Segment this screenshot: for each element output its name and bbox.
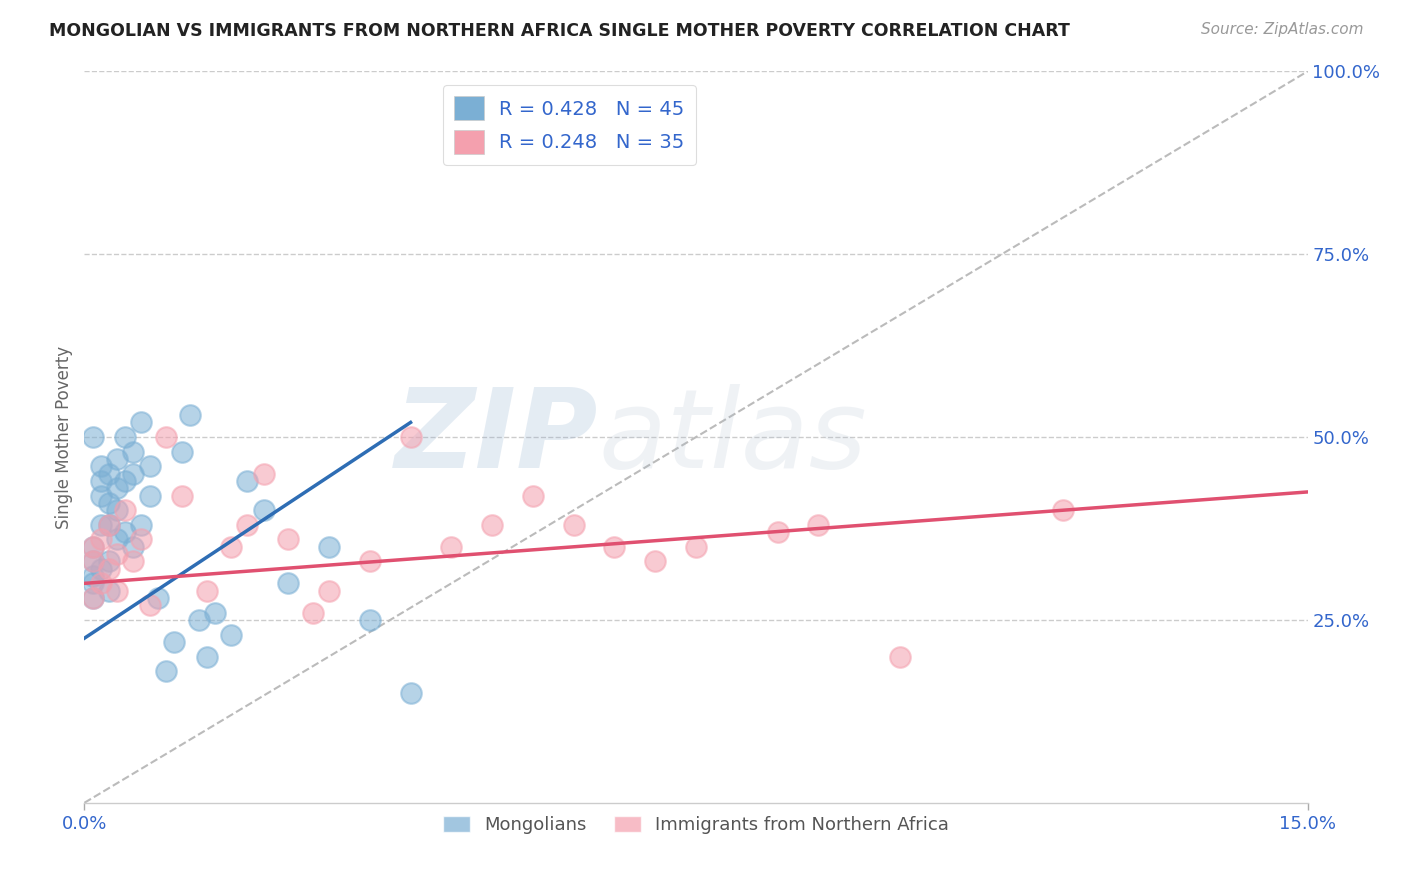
Point — [90, 533, 112, 547]
Point — [82, 430, 104, 444]
Point — [82, 576, 104, 591]
Point — [179, 408, 201, 422]
Point — [122, 554, 145, 568]
Point — [318, 540, 340, 554]
Point — [97, 496, 120, 510]
Point — [105, 547, 128, 561]
Point — [82, 554, 104, 568]
Point — [172, 444, 194, 458]
Text: atlas: atlas — [598, 384, 866, 491]
Point — [155, 664, 177, 678]
Point — [163, 635, 186, 649]
Point — [481, 517, 503, 532]
Point — [90, 576, 112, 591]
Point — [82, 540, 104, 554]
Point — [114, 474, 136, 488]
Point — [172, 489, 194, 503]
Point — [440, 540, 463, 554]
Point — [82, 554, 104, 568]
Point — [90, 489, 112, 503]
Point — [301, 606, 323, 620]
Point — [122, 467, 145, 481]
Text: ZIP: ZIP — [395, 384, 598, 491]
Point — [90, 459, 112, 474]
Point — [236, 517, 259, 532]
Point — [97, 583, 120, 598]
Point — [685, 540, 707, 554]
Point — [187, 613, 209, 627]
Point — [603, 540, 626, 554]
Point — [195, 649, 218, 664]
Point — [97, 517, 120, 532]
Point — [562, 517, 585, 532]
Point — [105, 452, 128, 467]
Legend: Mongolians, Immigrants from Northern Africa: Mongolians, Immigrants from Northern Afr… — [436, 809, 956, 841]
Point — [105, 503, 128, 517]
Text: MONGOLIAN VS IMMIGRANTS FROM NORTHERN AFRICA SINGLE MOTHER POVERTY CORRELATION C: MONGOLIAN VS IMMIGRANTS FROM NORTHERN AF… — [49, 22, 1070, 40]
Point — [522, 489, 544, 503]
Text: Source: ZipAtlas.com: Source: ZipAtlas.com — [1201, 22, 1364, 37]
Y-axis label: Single Mother Poverty: Single Mother Poverty — [55, 345, 73, 529]
Point — [277, 533, 299, 547]
Point — [277, 576, 299, 591]
Point — [82, 591, 104, 605]
Point — [155, 430, 177, 444]
Point — [766, 525, 789, 540]
Point — [219, 540, 242, 554]
Point — [399, 686, 422, 700]
Point — [399, 430, 422, 444]
Point — [131, 416, 153, 430]
Point — [105, 583, 128, 598]
Point — [114, 430, 136, 444]
Point — [122, 444, 145, 458]
Point — [1052, 503, 1074, 517]
Point — [219, 627, 242, 641]
Point — [114, 503, 136, 517]
Point — [97, 554, 120, 568]
Point — [122, 540, 145, 554]
Point — [90, 474, 112, 488]
Point — [138, 459, 160, 474]
Point — [204, 606, 226, 620]
Point — [644, 554, 666, 568]
Point — [97, 467, 120, 481]
Point — [90, 562, 112, 576]
Point — [82, 569, 104, 583]
Point — [97, 562, 120, 576]
Point — [318, 583, 340, 598]
Point — [236, 474, 259, 488]
Point — [253, 467, 276, 481]
Point — [131, 517, 153, 532]
Point — [138, 599, 160, 613]
Point — [105, 481, 128, 495]
Point — [807, 517, 830, 532]
Point — [82, 540, 104, 554]
Point — [195, 583, 218, 598]
Point — [97, 517, 120, 532]
Point — [105, 533, 128, 547]
Point — [90, 517, 112, 532]
Point — [82, 591, 104, 605]
Point — [889, 649, 911, 664]
Point — [131, 533, 153, 547]
Point — [359, 613, 381, 627]
Point — [359, 554, 381, 568]
Point — [138, 489, 160, 503]
Point — [146, 591, 169, 605]
Point — [114, 525, 136, 540]
Point — [253, 503, 276, 517]
